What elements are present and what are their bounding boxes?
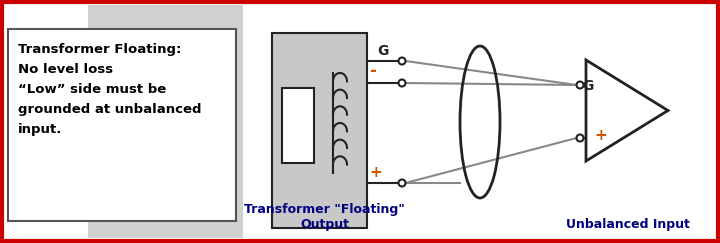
Text: Transformer "Floating"
Output: Transformer "Floating" Output [244, 203, 405, 231]
Bar [272, 33, 367, 228]
Circle shape [577, 81, 583, 88]
Circle shape [398, 180, 405, 186]
Polygon shape [586, 60, 668, 161]
Circle shape [577, 134, 583, 141]
Text: G: G [377, 44, 388, 58]
Text: G: G [582, 79, 593, 93]
Bar [282, 88, 314, 163]
Text: -: - [369, 62, 376, 80]
Bar [8, 29, 236, 221]
Text: Transformer Floating:
No level loss
“Low” side must be
grounded at unbalanced
in: Transformer Floating: No level loss “Low… [18, 43, 202, 136]
Circle shape [398, 79, 405, 87]
Circle shape [398, 58, 405, 64]
Text: Unbalanced Input: Unbalanced Input [566, 218, 690, 231]
Text: +: + [594, 129, 607, 144]
Text: +: + [369, 165, 382, 180]
Bar [88, 5, 243, 238]
